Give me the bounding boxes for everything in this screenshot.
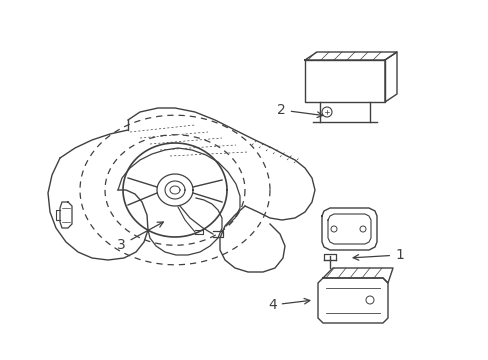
Text: 1: 1 — [352, 248, 403, 262]
Text: 4: 4 — [267, 298, 309, 312]
Text: 2: 2 — [276, 103, 322, 117]
Text: 3: 3 — [117, 222, 163, 252]
